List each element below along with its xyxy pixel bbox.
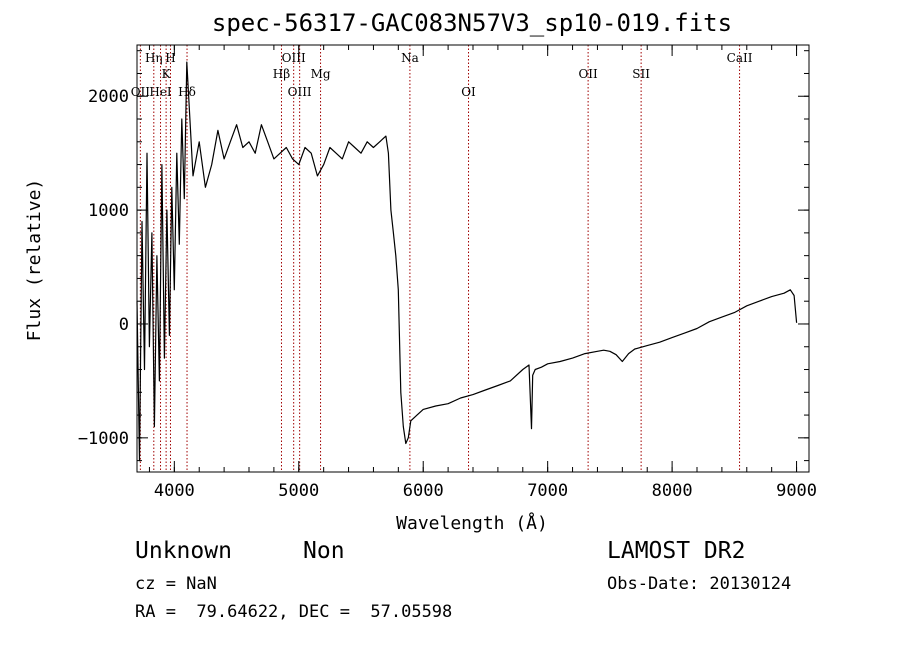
- spectral-line-label: SII: [632, 67, 650, 81]
- x-tick-label: 8000: [652, 481, 693, 501]
- x-tick-label: 6000: [403, 481, 444, 501]
- y-tick-label: 2000: [88, 87, 129, 107]
- spectral-line-label: Hδ: [178, 85, 196, 99]
- spectral-line-label: CaII: [727, 51, 753, 65]
- spectral-lines-layer: OII Hη HeI KH Hδ Hβ OIII OIII Mg Na OI OII SII CaII: [131, 45, 753, 472]
- spectral-line-label: OIII: [288, 85, 312, 99]
- x-axis-label: Wavelength (Å): [396, 512, 548, 534]
- x-tick-label: 7000: [527, 481, 568, 501]
- x-tick-label: 5000: [278, 481, 319, 501]
- survey-name: LAMOST DR2: [607, 538, 746, 564]
- series-layer: [136, 61, 798, 462]
- spectrum-series-line: [136, 61, 798, 462]
- spectral-line-label: OI: [461, 85, 476, 99]
- spectral-line-label: OIII: [282, 51, 306, 65]
- spectral-line-label: OII: [578, 67, 598, 81]
- object-class: Unknown: [135, 538, 232, 564]
- spectral-line-label: H: [165, 51, 175, 65]
- coordinates-text: RA = 79.64622, DEC = 57.05598: [135, 602, 453, 622]
- observation-date: Obs-Date: 20130124: [607, 574, 792, 594]
- spectral-line-label: OII: [131, 85, 151, 99]
- spectral-line-label: Hη: [145, 51, 163, 65]
- spectral-line-label: K: [162, 67, 172, 81]
- axes-layer: 4000 5000 6000 7000 8000 9000 −1000 0 1000 2000: [78, 44, 817, 501]
- x-tick-label: 9000: [776, 481, 817, 501]
- y-tick-label: 1000: [88, 201, 129, 221]
- y-tick-label: −1000: [78, 429, 129, 449]
- object-subclass: Non: [303, 538, 345, 564]
- x-tick-label: 4000: [154, 481, 195, 501]
- spectral-line-label: HeI: [149, 85, 172, 99]
- plot-frame: [136, 44, 810, 473]
- y-tick-label: 0: [119, 315, 129, 335]
- chart-title: spec-56317-GAC083N57V3_sp10-019.fits: [212, 9, 732, 37]
- redshift-text: cz = NaN: [135, 574, 217, 594]
- spectral-line-label: Hβ: [273, 67, 290, 81]
- spectral-line-label: Mg: [311, 67, 331, 81]
- y-axis-label: Flux (relative): [24, 179, 45, 342]
- spectral-line-label: Na: [401, 51, 419, 65]
